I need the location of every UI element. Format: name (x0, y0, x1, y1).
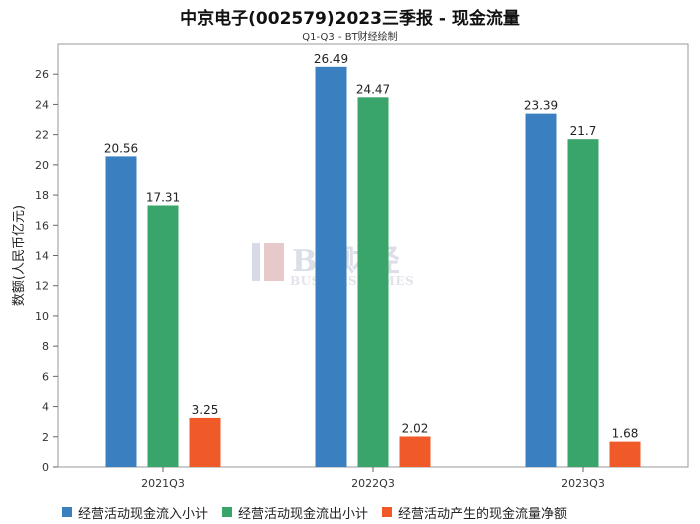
bar-value-label: 21.7 (570, 124, 597, 138)
y-tick-label: 6 (42, 370, 49, 383)
y-tick-label: 14 (35, 250, 49, 263)
watermark-logo-bar (252, 243, 260, 281)
bar-value-label: 1.68 (612, 427, 639, 441)
bar (357, 97, 389, 467)
bar-chart: BT财经BUSINESSTIMES 0246810121416182022242… (12, 43, 689, 490)
bar (609, 441, 641, 467)
x-tick-label: 2021Q3 (141, 477, 185, 490)
y-axis-label: 数额(人民币亿元) (12, 205, 27, 306)
legend-label: 经营活动现金流出小计 (238, 506, 369, 522)
bar (315, 66, 347, 468)
bar (567, 139, 599, 468)
legend-swatch (222, 507, 233, 517)
y-tick-label: 8 (42, 340, 49, 353)
bar-value-label: 3.25 (192, 403, 219, 417)
y-tick-label: 2 (42, 431, 49, 444)
watermark-logo-block (264, 243, 284, 281)
bar-value-label: 2.02 (402, 421, 429, 435)
y-tick-label: 20 (35, 159, 49, 172)
bar-value-label: 17.31 (146, 190, 180, 204)
x-tick-label: 2023Q3 (561, 477, 605, 490)
y-tick-label: 26 (35, 68, 49, 81)
bar-value-label: 24.47 (356, 82, 390, 96)
y-tick-label: 22 (35, 129, 49, 142)
bar (399, 436, 431, 467)
chart-data-labels: 20.56 17.31 3.25 26.49 24.47 2.02 23.39 21.7 1.6… (104, 52, 639, 441)
y-tick-label: 12 (35, 280, 49, 293)
bar (147, 205, 179, 467)
watermark-subtext: BUSINESSTIMES (290, 274, 414, 288)
bar (525, 113, 557, 468)
legend-item: 经营活动产生的现金流量净额 (382, 503, 567, 522)
y-tick-label: 16 (35, 219, 49, 232)
bar-value-label: 26.49 (314, 52, 348, 66)
legend-item: 经营活动现金流入小计 (62, 503, 208, 522)
chart-subtitle: Q1-Q3 - BT财经绘制 (302, 32, 398, 43)
legend-item: 经营活动现金流出小计 (222, 503, 368, 522)
chart-legend: 经营活动现金流入小计 经营活动现金流出小计 经营活动产生的现金流量净额 (62, 503, 567, 522)
legend-swatch (382, 507, 393, 517)
y-tick-label: 24 (35, 98, 49, 111)
y-tick-label: 10 (35, 310, 49, 323)
chart-bars (105, 66, 641, 468)
chart-title: 中京电子(002579)2023三季报 - 现金流量 (180, 9, 520, 29)
bar-value-label: 23.39 (524, 99, 558, 113)
y-tick-label: 4 (42, 401, 49, 414)
legend-label: 经营活动产生的现金流量净额 (398, 506, 568, 522)
y-tick-label: 0 (42, 461, 49, 474)
bar (189, 417, 221, 467)
x-tick-label: 2022Q3 (351, 477, 395, 490)
legend-swatch (62, 507, 72, 517)
bar-value-label: 20.56 (104, 141, 138, 155)
legend-label: 经营活动现金流入小计 (78, 506, 209, 522)
y-tick-label: 18 (35, 189, 49, 202)
bar (105, 156, 137, 467)
